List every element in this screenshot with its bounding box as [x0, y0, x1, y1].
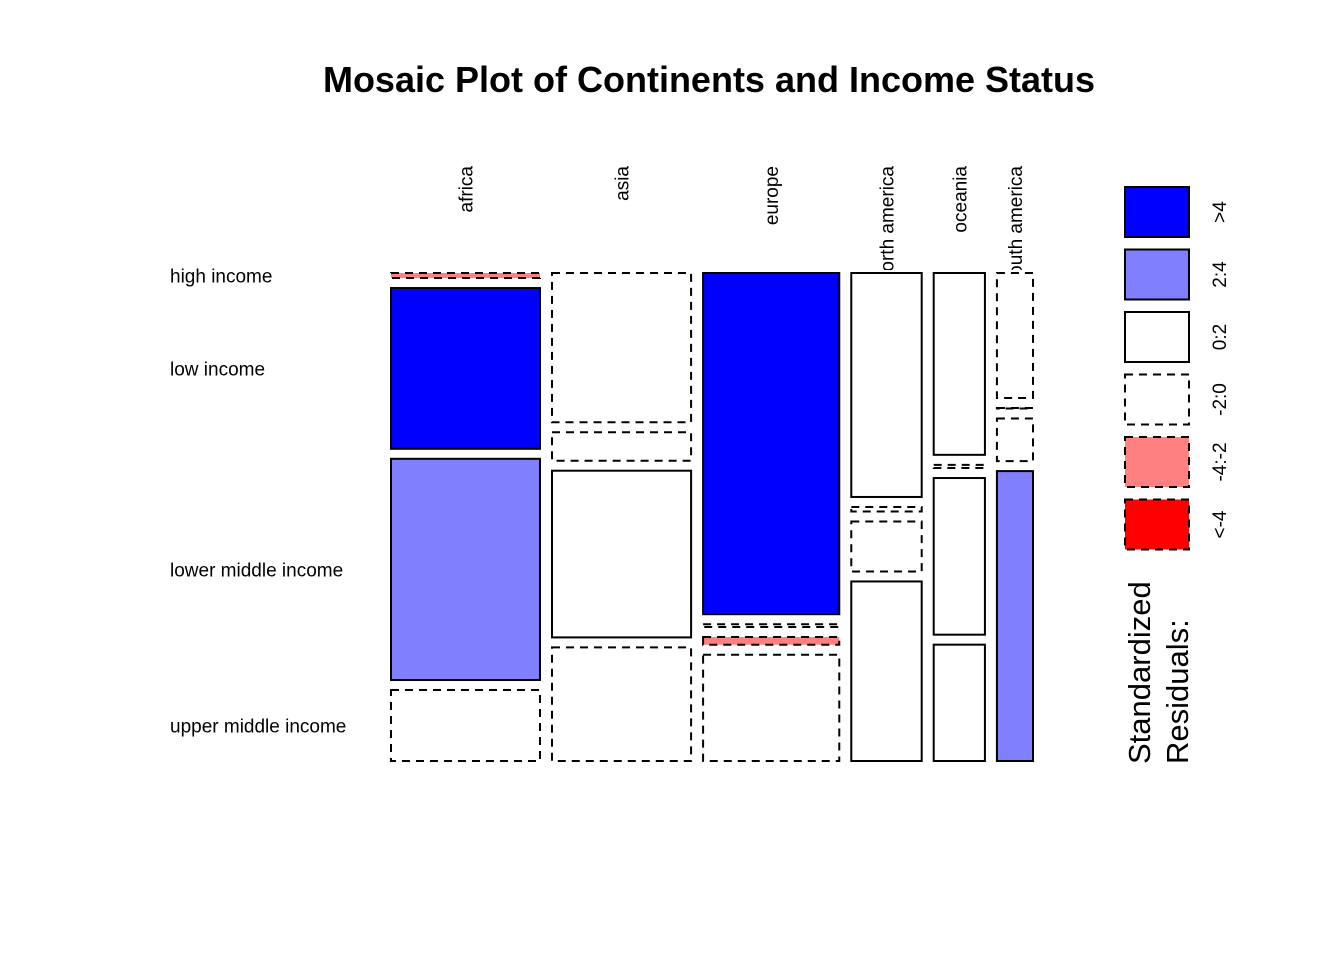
legend-title-line2: Residuals: — [1160, 619, 1195, 764]
tile-oceania-upper-middle-income — [932, 643, 986, 762]
tile-europe-high-income — [702, 272, 841, 616]
column-label-oceania: oceania — [950, 166, 971, 233]
legend-title-line1: Standardized — [1122, 581, 1157, 764]
tile-south-america-upper-middle-income — [995, 470, 1034, 762]
tile-asia-lower-middle-income — [550, 469, 693, 639]
legend-swatch-5 — [1124, 436, 1190, 488]
tile-oceania-lower-middle-income — [932, 477, 986, 636]
column-label-group-north-america: north america — [877, 166, 898, 283]
legend-swatch-1 — [1124, 186, 1190, 238]
tile-europe-lower-middle-income — [702, 635, 841, 646]
legend-label-3: 0:2 — [1210, 324, 1231, 350]
tile-asia-low-income — [550, 431, 693, 462]
legend-label-4: -2:0 — [1210, 383, 1231, 416]
legend-swatch-6 — [1124, 498, 1190, 551]
tile-north-america-high-income — [850, 272, 923, 498]
chart-title: Mosaic Plot of Continents and Income Sta… — [323, 59, 1095, 100]
tile-asia-upper-middle-income — [550, 646, 693, 762]
legend: >4 2:4 0:2 -2:0 -4:-2 <-4 — [1124, 186, 1231, 551]
column-label-asia: asia — [613, 166, 634, 201]
column-label-group-europe: europe — [762, 166, 783, 225]
legend-swatch-4 — [1124, 373, 1190, 426]
tile-africa-high-income — [390, 272, 541, 280]
legend-label-6: <-4 — [1210, 510, 1231, 538]
tile-north-america-low-income — [850, 505, 923, 513]
row-label-lower-middle-income: lower middle income — [170, 560, 343, 581]
row-label-upper-middle-income: upper middle income — [170, 717, 346, 738]
row-labels: high income low income lower middle income… — [170, 267, 346, 738]
tile-africa-upper-middle-income — [390, 689, 541, 763]
tile-south-america-high-income — [995, 272, 1034, 400]
legend-label-5: -4:-2 — [1210, 442, 1231, 481]
column-label-africa: africa — [457, 166, 478, 213]
legend-swatch-3 — [1124, 311, 1190, 363]
tile-africa-lower-middle-income — [390, 457, 541, 682]
tile-north-america-lower-middle-income — [850, 520, 923, 573]
tile-oceania-low-income — [932, 463, 986, 470]
column-label-group-asia: asia — [613, 166, 634, 201]
column-label-group-oceania: oceania — [950, 166, 971, 233]
column-label-north-america: north america — [877, 166, 898, 283]
legend-swatch-2 — [1124, 248, 1190, 301]
column-labels: africa asia europe north america oceania sout… — [457, 166, 1027, 286]
column-label-group-south-america: south america — [1006, 166, 1027, 286]
column-label-south-america: south america — [1006, 166, 1027, 286]
row-label-low-income: low income — [170, 359, 265, 380]
tile-europe-upper-middle-income — [702, 653, 841, 762]
legend-label-1: >4 — [1210, 201, 1231, 223]
mosaic-tiles — [390, 272, 1034, 763]
tile-north-america-upper-middle-income — [850, 580, 923, 763]
row-label-high-income: high income — [170, 267, 272, 288]
tile-asia-high-income — [550, 272, 693, 424]
column-label-europe: europe — [762, 166, 783, 225]
tile-africa-low-income — [390, 287, 541, 450]
legend-label-2: 2:4 — [1210, 261, 1231, 288]
tile-europe-low-income — [702, 623, 841, 628]
tile-oceania-high-income — [932, 272, 986, 456]
tile-south-america-lower-middle-income — [995, 417, 1034, 463]
column-label-group-africa: africa — [457, 166, 478, 213]
